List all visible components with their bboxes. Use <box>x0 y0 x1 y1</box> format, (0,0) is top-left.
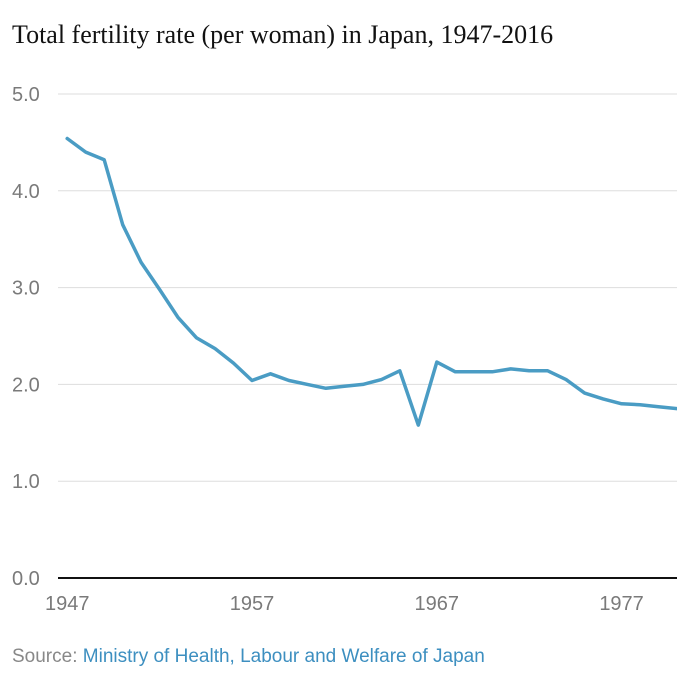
x-tick-label: 1957 <box>230 593 275 615</box>
line-chart: 0.0 1.0 2.0 3.0 4.0 5.0 1947 1957 1967 1977 <box>12 84 677 615</box>
series-line <box>65 136 677 427</box>
series-layer <box>65 136 677 427</box>
source-line: Source: Ministry of Health, Labour and W… <box>12 646 485 668</box>
x-tick-label: 1947 <box>45 593 90 615</box>
x-axis-tick-labels: 1947 1957 1967 1977 <box>45 593 644 615</box>
y-tick-label: 4.0 <box>12 181 40 203</box>
y-tick-label: 2.0 <box>12 374 40 396</box>
gridlines <box>58 93 677 579</box>
y-tick-label: 1.0 <box>12 471 40 493</box>
y-tick-label: 5.0 <box>12 84 40 106</box>
y-tick-label: 3.0 <box>12 278 40 300</box>
x-tick-label: 1977 <box>599 593 644 615</box>
y-tick-label: 0.0 <box>12 568 40 590</box>
source-link[interactable]: Ministry of Health, Labour and Welfare o… <box>82 646 485 667</box>
x-tick-label: 1967 <box>415 593 460 615</box>
source-label: Source: <box>12 646 78 667</box>
y-axis-tick-labels: 0.0 1.0 2.0 3.0 4.0 5.0 <box>12 84 40 590</box>
chart-title: Total fertility rate (per woman) in Japa… <box>12 20 554 49</box>
